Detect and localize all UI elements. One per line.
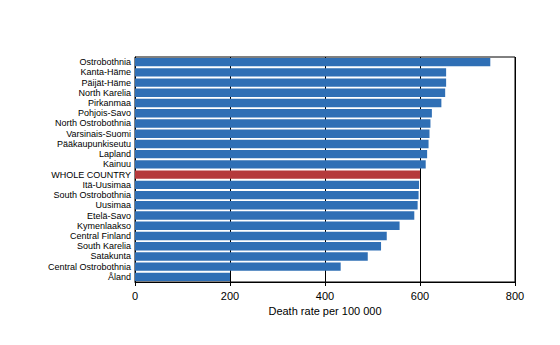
svg-text:Kymenlaakso: Kymenlaakso: [77, 221, 131, 231]
svg-text:Varsinais-Suomi: Varsinais-Suomi: [66, 129, 131, 139]
svg-text:Kanta-Häme: Kanta-Häme: [80, 67, 131, 77]
svg-text:Itä-Uusimaa: Itä-Uusimaa: [82, 180, 131, 190]
svg-text:Åland: Åland: [108, 272, 131, 282]
svg-text:Central Finland: Central Finland: [70, 231, 131, 241]
svg-text:Lapland: Lapland: [99, 149, 131, 159]
svg-text:Ostrobothnia: Ostrobothnia: [79, 57, 131, 67]
svg-text:North Karelia: North Karelia: [78, 88, 131, 98]
svg-text:Pohjois-Savo: Pohjois-Savo: [78, 108, 131, 118]
svg-text:800: 800: [506, 290, 524, 302]
svg-text:Pirkanmaa: Pirkanmaa: [88, 98, 131, 108]
svg-text:Etelä-Savo: Etelä-Savo: [87, 211, 131, 221]
svg-text:South Karelia: South Karelia: [77, 241, 131, 251]
svg-text:600: 600: [411, 290, 429, 302]
svg-text:200: 200: [221, 290, 239, 302]
svg-text:Päijät-Häme: Päijät-Häme: [81, 78, 131, 88]
svg-text:400: 400: [316, 290, 334, 302]
svg-text:South Ostrobothnia: South Ostrobothnia: [53, 190, 131, 200]
svg-text:Pääkaupunkiseutu: Pääkaupunkiseutu: [57, 139, 131, 149]
svg-text:Uusimaa: Uusimaa: [95, 200, 131, 210]
svg-text:Satakunta: Satakunta: [90, 251, 131, 261]
svg-text:WHOLE COUNTRY: WHOLE COUNTRY: [51, 170, 131, 180]
svg-text:Central Ostrobothnia: Central Ostrobothnia: [48, 262, 131, 272]
svg-text:0: 0: [132, 290, 138, 302]
svg-text:Kainuu: Kainuu: [103, 159, 131, 169]
svg-text:Death rate per 100 000: Death rate per 100 000: [268, 305, 381, 317]
svg-text:North Ostrobothnia: North Ostrobothnia: [55, 118, 131, 128]
